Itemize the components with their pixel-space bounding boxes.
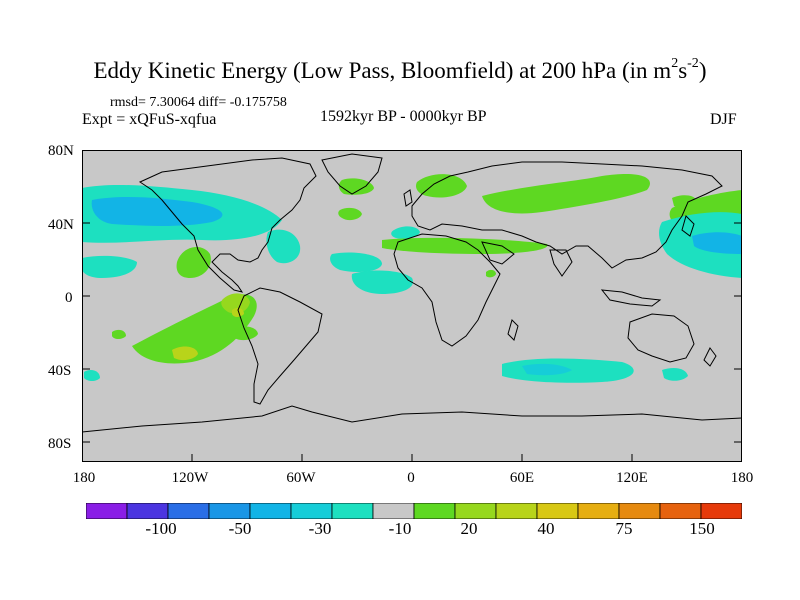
contour-north-pacific-core (91, 196, 223, 226)
contour-east-pacific (82, 255, 137, 278)
colorbar-cell (372, 503, 415, 519)
colorbar-cell (290, 503, 333, 519)
coast-australia (627, 313, 695, 363)
colorbar-cell (249, 503, 292, 519)
contour-eurasia-band (482, 173, 650, 214)
colorbar-cell (700, 503, 742, 519)
colorbar-label-150: 150 (689, 519, 715, 538)
coast-uk (403, 189, 413, 207)
colorbar-cell (208, 503, 251, 519)
contour-atlantic-south (351, 270, 413, 294)
colorbar-cell (577, 503, 620, 519)
stats-label: rmsd= 7.30064 diff= -0.175758 (110, 95, 287, 110)
contour-middle-east-band (382, 237, 548, 254)
lat-tick-40n: 40N (48, 217, 74, 233)
coast-japan (681, 215, 695, 237)
contour-caribbean (266, 229, 301, 264)
colorbar-cell (331, 503, 374, 519)
contour-mediterranean-cyan (391, 226, 420, 239)
contour-tasman (662, 368, 688, 381)
coast-madagascar (507, 319, 519, 341)
contour-south-atlantic-green (112, 329, 126, 339)
lat-tick-0: 0 (65, 290, 73, 306)
colorbar-label-40: 40 (537, 519, 555, 538)
colorbar-cell (618, 503, 661, 519)
axis-ticks (82, 150, 742, 462)
colorbar-cell (536, 503, 579, 519)
contour-mexico-green (176, 247, 211, 278)
colorbar-cell (86, 503, 128, 519)
lat-tick-80s: 80S (48, 436, 72, 452)
coast-india (549, 249, 573, 277)
colorbar-cell (454, 503, 497, 519)
experiment-label: Expt = xQFuS-xqfua (82, 111, 217, 128)
season-label: DJF (710, 111, 737, 128)
colorbar-cell (126, 503, 169, 519)
contour-south-pacific-yellowgreen (172, 346, 198, 361)
contour-east-africa-dot (486, 269, 496, 278)
coast-eurasia (411, 161, 723, 269)
lon-tick-120w: 120W (171, 470, 209, 486)
colorbar (86, 503, 742, 519)
contour-west-pacific-sky (692, 232, 742, 254)
lat-tick-80n: 80N (48, 143, 74, 159)
coast-new-zealand (703, 347, 717, 367)
figure-title: Eddy Kinetic Energy (Low Pass, Bloomfiel… (93, 56, 707, 83)
coast-indonesia (600, 289, 662, 307)
colorbar-cell (167, 503, 210, 519)
coast-north-america (138, 157, 317, 293)
contour-atlantic-small (338, 207, 362, 221)
colorbar-label-neg100: -100 (145, 519, 177, 538)
colorbar-cell (413, 503, 456, 519)
colorbar-label-75: 75 (615, 519, 633, 538)
contour-south-pacific-west (84, 370, 100, 381)
coast-south-america (237, 287, 323, 405)
lon-tick-60e: 60E (509, 470, 535, 486)
lon-tick-180w: 180 (72, 470, 96, 486)
coastlines (82, 153, 742, 433)
contour-japan-green (672, 195, 696, 207)
contour-southern-indian-core (522, 363, 572, 376)
colorbar-label-20: 20 (460, 519, 478, 538)
coast-arabia (481, 241, 515, 265)
colorbar-label-neg30: -30 (308, 519, 332, 538)
lat-tick-40s: 40S (48, 363, 72, 379)
anomaly-contours (82, 173, 742, 383)
contour-europe-green (416, 174, 467, 198)
colorbar-cell (659, 503, 702, 519)
lon-tick-60w: 60W (286, 470, 316, 486)
contour-south-pacific-green (132, 294, 257, 364)
colorbar-cell (495, 503, 538, 519)
coast-greenland (321, 153, 383, 195)
map-panel (82, 150, 742, 462)
lon-tick-0: 0 (407, 470, 415, 486)
colorbar-label-neg50: -50 (228, 519, 252, 538)
lon-tick-120e: 120E (616, 470, 648, 486)
lon-tick-180e: 180 (730, 470, 754, 486)
period-label: 1592kyr BP - 0000kyr BP (320, 108, 487, 125)
coast-antarctica (82, 405, 742, 433)
coast-africa (393, 233, 501, 347)
colorbar-label-neg10: -10 (388, 519, 412, 538)
contour-south-pacific-east (232, 326, 258, 341)
contour-south-pacific-yellow (232, 307, 244, 317)
contour-atlantic-mid (330, 252, 382, 272)
